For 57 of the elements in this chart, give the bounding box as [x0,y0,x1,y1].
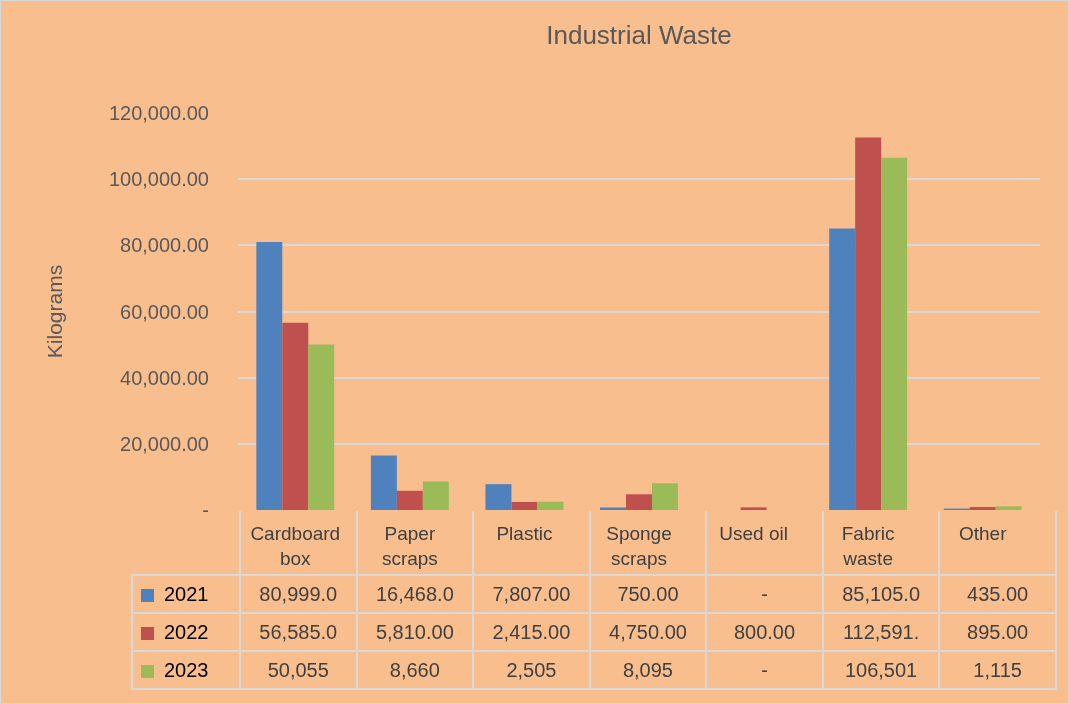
data-label: 800.00 [706,613,823,651]
data-label: 4,750.00 [589,613,707,651]
x-tick-label: Other [958,523,1008,544]
y-tick-label: 120,000.00 [108,102,209,124]
y-tick-label: 20,000.00 [120,432,209,455]
data-label: 2,505 [473,651,590,689]
bar [370,455,397,510]
bar [651,483,678,510]
y-tick-label: 40,000.00 [120,366,209,389]
x-tick-label: Cardboard box [250,523,341,569]
chart-title: Industrial Waste [546,20,732,51]
bar [740,507,767,510]
legend-label: 2022 [164,620,209,643]
data-label: - [706,575,823,613]
data-label: 106,501 [822,651,940,689]
bar [969,507,996,510]
legend-label: 2023 [164,658,209,681]
legend-label: 2021 [164,582,209,605]
data-label: 85,105.0 [822,575,940,613]
x-tick-label: Fabric waste [841,523,895,569]
bar [422,481,449,510]
y-tick-label: - [202,499,209,521]
bar [485,484,512,510]
data-label: 435.00 [939,575,1056,613]
bar [282,322,309,510]
data-label: 5,810.00 [356,613,474,651]
data-label: - [706,651,823,689]
y-tick-label: 100,000.00 [108,168,209,191]
data-label: 8,095 [589,651,707,689]
data-label: 7,807.00 [473,575,590,613]
bar [308,344,335,510]
y-tick-label: 60,000.00 [120,300,209,323]
data-label: 1,115 [939,651,1056,689]
data-label: 2,415.00 [473,613,590,651]
bar [256,242,283,510]
data-label: 56,585.0 [240,613,357,651]
y-axis-title: Kilograms [43,264,67,359]
bar [881,157,908,510]
x-tick-label: Plastic [496,523,553,544]
data-label: 80,999.0 [240,575,357,613]
y-tick-label: 80,000.00 [120,234,209,257]
bar [626,494,652,510]
bar [855,137,882,510]
bar [396,490,423,510]
bar [511,502,538,510]
data-label: 750.00 [589,575,707,613]
data-label: 16,468.0 [356,575,474,613]
x-tick-label: Sponge scraps [606,523,672,569]
bar [829,228,856,510]
bar [537,501,564,510]
x-tick-label: Used oil [719,523,788,544]
x-tick-label: Paper scraps [381,523,438,569]
data-label: 112,591. [822,613,940,651]
data-label: 895.00 [939,613,1056,651]
bar [995,506,1022,510]
data-label: 8,660 [356,651,474,689]
data-label: 50,055 [240,651,357,689]
